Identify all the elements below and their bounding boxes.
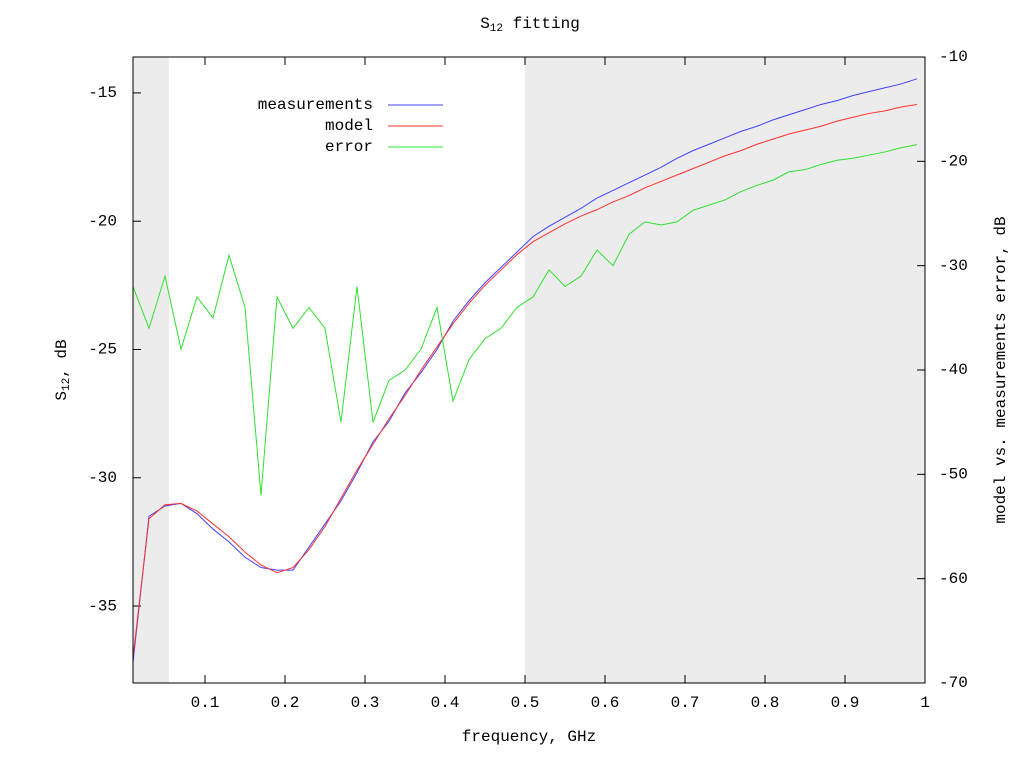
- chart-title: S12 fitting: [480, 15, 580, 35]
- y-tick-label: -30: [88, 469, 117, 487]
- y-label-part: , dB: [53, 339, 71, 377]
- title-part: S: [480, 15, 490, 33]
- y2-tick-label: -20: [939, 153, 968, 171]
- legend-label: model: [325, 117, 373, 135]
- x-tick-label: 0.5: [511, 694, 540, 712]
- x-tick-label: 0.4: [431, 694, 460, 712]
- x-tick-label: 0.2: [271, 694, 300, 712]
- y-label-subscript: 12: [61, 378, 73, 391]
- legend-label: error: [325, 138, 373, 156]
- x-tick-label: 0.7: [671, 694, 700, 712]
- x-axis-label: frequency, GHz: [462, 728, 596, 746]
- data-line: [132, 144, 918, 496]
- y-tick-label: -25: [88, 341, 117, 359]
- y-tick-label: -35: [88, 597, 117, 615]
- y-axis-label: S12, dB: [53, 339, 73, 400]
- data-line: [132, 78, 918, 663]
- y2-tick-label: -60: [939, 570, 968, 588]
- legend-label: measurements: [258, 96, 373, 114]
- y2-tick-label: -40: [939, 361, 968, 379]
- y2-tick-label: -70: [939, 674, 968, 692]
- y2-tick-label: -10: [939, 48, 968, 66]
- y-tick-label: -15: [88, 84, 117, 102]
- title-subscript: 12: [490, 23, 503, 35]
- shaded-region: [525, 57, 925, 683]
- y2-tick-label: -50: [939, 466, 968, 484]
- x-tick-label: 0.3: [351, 694, 380, 712]
- y2-tick-label: -30: [939, 257, 968, 275]
- shaded-region: [133, 57, 169, 683]
- x-tick-label: 0.1: [191, 694, 220, 712]
- title-part: fitting: [503, 15, 580, 33]
- data-line: [132, 103, 918, 658]
- plot-border: [132, 56, 926, 684]
- y2-axis-label: model vs. measurements error, dB: [992, 216, 1010, 523]
- y-label-part: S: [53, 391, 71, 401]
- x-tick-label: 0.6: [591, 694, 620, 712]
- y-tick-label: -20: [88, 212, 117, 230]
- x-tick-label: 1: [920, 694, 930, 712]
- x-tick-label: 0.8: [751, 694, 780, 712]
- x-tick-label: 0.9: [831, 694, 860, 712]
